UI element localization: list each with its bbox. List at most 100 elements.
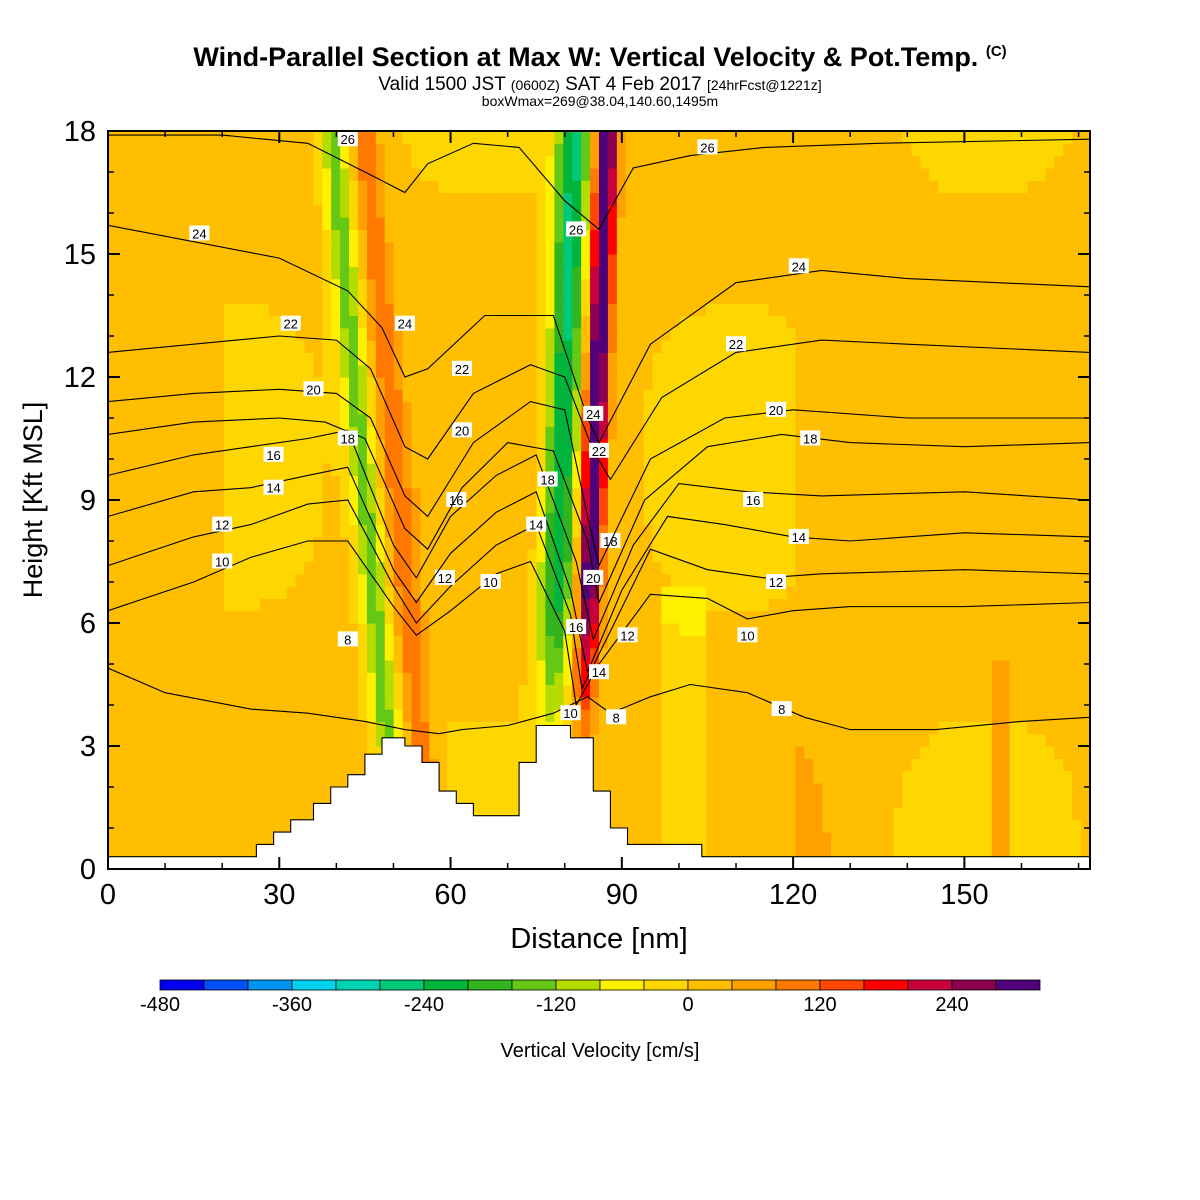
field-cell bbox=[938, 463, 948, 476]
field-cell bbox=[768, 450, 779, 464]
field-cell bbox=[911, 487, 921, 501]
field-cell bbox=[108, 303, 118, 317]
field-cell bbox=[420, 709, 430, 722]
field-cell bbox=[670, 586, 680, 599]
field-cell bbox=[393, 696, 404, 710]
field-cell bbox=[1000, 315, 1011, 329]
field-cell bbox=[741, 524, 752, 538]
field-cell bbox=[206, 758, 216, 772]
field-cell bbox=[545, 487, 555, 501]
field-cell bbox=[197, 647, 207, 661]
field-cell bbox=[947, 659, 957, 673]
field-cell bbox=[1036, 844, 1046, 858]
field-cell bbox=[670, 413, 680, 427]
field-cell bbox=[313, 659, 323, 673]
field-cell bbox=[929, 733, 939, 747]
field-cell bbox=[920, 450, 930, 464]
field-cell bbox=[143, 807, 154, 821]
field-cell bbox=[902, 709, 913, 722]
field-cell bbox=[973, 709, 984, 722]
field-cell bbox=[474, 352, 484, 366]
field-cell bbox=[848, 733, 859, 747]
field-cell bbox=[652, 709, 663, 722]
field-cell bbox=[304, 487, 314, 501]
field-cell bbox=[875, 438, 886, 452]
field-cell bbox=[1018, 623, 1029, 636]
field-cell bbox=[965, 561, 975, 575]
field-cell bbox=[1027, 561, 1038, 575]
field-cell bbox=[688, 733, 698, 747]
field-cell bbox=[456, 746, 466, 759]
field-cell bbox=[875, 832, 886, 845]
field-cell bbox=[777, 426, 788, 440]
field-cell bbox=[1063, 770, 1073, 784]
field-cell bbox=[929, 782, 939, 796]
field-cell bbox=[884, 524, 895, 538]
field-cell bbox=[108, 684, 118, 698]
field-cell bbox=[786, 832, 796, 845]
field-cell bbox=[1036, 413, 1046, 427]
field-cell bbox=[893, 389, 904, 403]
field-cell bbox=[643, 315, 654, 329]
field-cell bbox=[679, 413, 689, 427]
field-cell bbox=[956, 377, 966, 390]
field-cell bbox=[848, 832, 859, 845]
field-cell bbox=[670, 721, 680, 735]
field-cell bbox=[965, 807, 975, 821]
field-cell bbox=[840, 438, 850, 452]
field-cell bbox=[402, 438, 413, 452]
field-cell bbox=[973, 413, 984, 427]
field-cell bbox=[1081, 512, 1090, 526]
field-cell bbox=[179, 721, 189, 735]
field-cell bbox=[831, 610, 841, 624]
field-cell bbox=[1045, 377, 1055, 390]
field-cell bbox=[777, 832, 788, 845]
field-cell bbox=[295, 795, 305, 809]
field-cell bbox=[706, 364, 716, 378]
field-cell bbox=[465, 746, 475, 759]
field-cell bbox=[241, 340, 252, 353]
field-cell bbox=[241, 536, 252, 550]
field-cell bbox=[697, 733, 707, 747]
field-cell bbox=[1063, 377, 1073, 390]
field-cell bbox=[938, 377, 948, 390]
field-cell bbox=[661, 377, 672, 390]
field-cell bbox=[152, 782, 163, 796]
field-cell bbox=[866, 758, 877, 772]
field-cell bbox=[947, 844, 957, 858]
field-cell bbox=[411, 377, 422, 390]
field-cell bbox=[393, 327, 404, 341]
field-cell bbox=[723, 413, 734, 427]
field-cell bbox=[322, 696, 332, 710]
field-cell bbox=[224, 573, 234, 587]
field-cell bbox=[670, 635, 680, 649]
field-cell bbox=[134, 327, 145, 341]
field-cell bbox=[625, 672, 636, 686]
field-cell bbox=[482, 413, 493, 427]
field-cell bbox=[143, 327, 154, 341]
field-cell bbox=[599, 647, 609, 661]
field-cell bbox=[215, 573, 225, 587]
field-cell bbox=[482, 536, 493, 550]
field-cell bbox=[563, 524, 573, 538]
field-cell bbox=[866, 844, 877, 858]
field-cell bbox=[965, 721, 975, 735]
field-cell bbox=[357, 327, 368, 341]
field-cell bbox=[215, 647, 225, 661]
field-cell bbox=[340, 659, 350, 673]
field-cell bbox=[357, 586, 368, 599]
field-cell bbox=[688, 721, 698, 735]
field-cell bbox=[804, 327, 814, 341]
field-cell bbox=[322, 475, 332, 489]
field-cell bbox=[616, 733, 627, 747]
field-cell bbox=[723, 512, 734, 526]
field-cell bbox=[857, 401, 868, 415]
field-cell bbox=[732, 450, 743, 464]
field-cell bbox=[1018, 709, 1029, 722]
field-cell bbox=[527, 401, 538, 415]
field-cell bbox=[911, 463, 921, 476]
field-cell bbox=[331, 623, 341, 636]
field-cell bbox=[108, 364, 118, 378]
field-cell bbox=[625, 463, 636, 476]
field-cell bbox=[340, 500, 350, 513]
